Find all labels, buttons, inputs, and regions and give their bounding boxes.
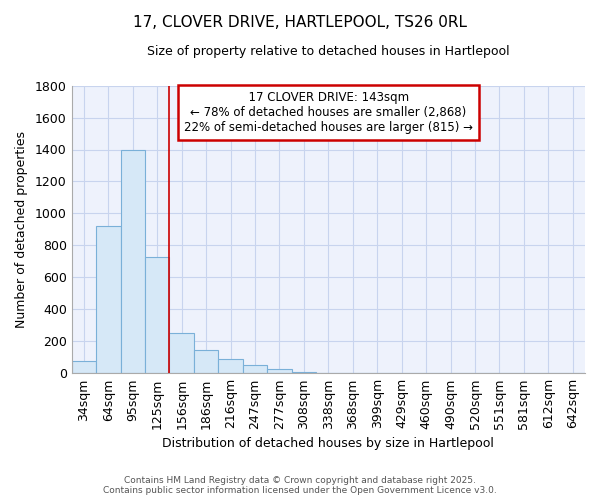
Bar bbox=[316, 372, 341, 374]
Bar bbox=[145, 256, 169, 374]
Title: Size of property relative to detached houses in Hartlepool: Size of property relative to detached ho… bbox=[147, 45, 509, 58]
Text: 17, CLOVER DRIVE, HARTLEPOOL, TS26 0RL: 17, CLOVER DRIVE, HARTLEPOOL, TS26 0RL bbox=[133, 15, 467, 30]
Bar bbox=[218, 359, 243, 374]
Bar bbox=[121, 150, 145, 374]
Bar bbox=[169, 334, 194, 374]
Bar bbox=[194, 350, 218, 374]
Bar bbox=[96, 226, 121, 374]
Text: 17 CLOVER DRIVE: 143sqm  
← 78% of detached houses are smaller (2,868)
22% of se: 17 CLOVER DRIVE: 143sqm ← 78% of detache… bbox=[184, 92, 473, 134]
Bar bbox=[71, 360, 96, 374]
Y-axis label: Number of detached properties: Number of detached properties bbox=[15, 131, 28, 328]
Text: Contains HM Land Registry data © Crown copyright and database right 2025.
Contai: Contains HM Land Registry data © Crown c… bbox=[103, 476, 497, 495]
Bar bbox=[243, 365, 267, 374]
X-axis label: Distribution of detached houses by size in Hartlepool: Distribution of detached houses by size … bbox=[163, 437, 494, 450]
Bar bbox=[292, 372, 316, 374]
Bar bbox=[267, 370, 292, 374]
